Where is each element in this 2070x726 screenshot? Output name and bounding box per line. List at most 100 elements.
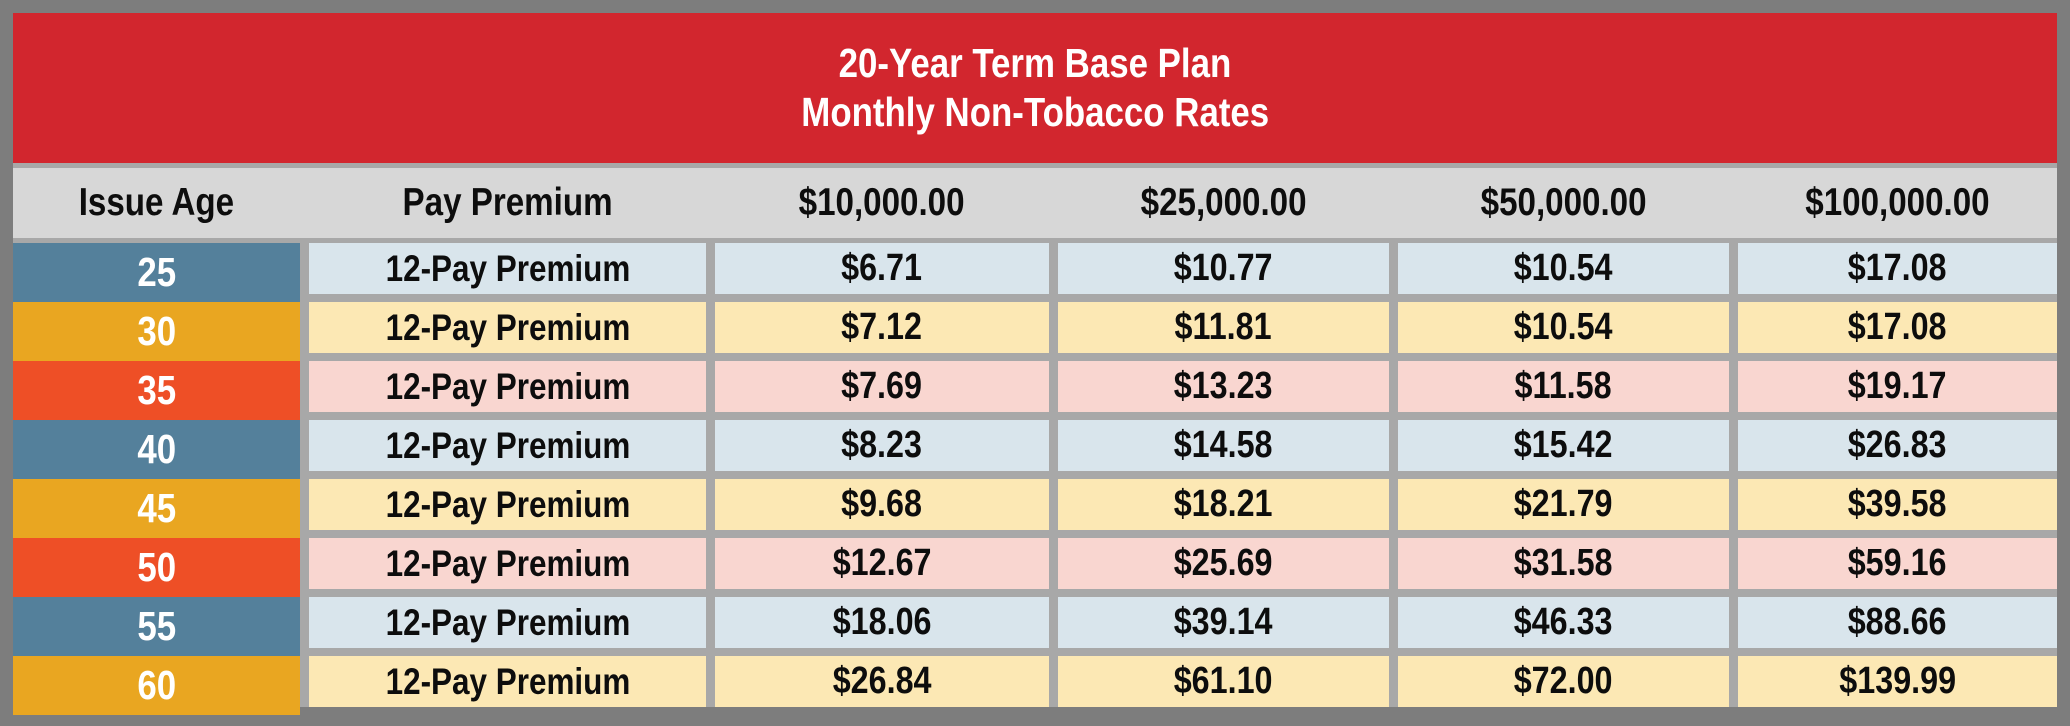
- rate-cell-row1-col1-text: $11.81: [1174, 306, 1273, 348]
- issue-age-cell-row7: 60: [13, 656, 300, 715]
- rate-cell-row5-col2: $31.58: [1398, 538, 1729, 589]
- rate-cell-row5-col3: $59.16: [1738, 538, 2057, 589]
- rate-cell-row1-col3: $17.08: [1738, 302, 2057, 353]
- rate-cell-row6-col2-text: $46.33: [1514, 601, 1613, 643]
- rate-cell-row2-col2-text: $11.58: [1514, 365, 1613, 407]
- rate-cell-row4-col1: $18.21: [1058, 479, 1389, 530]
- rate-cell-row6-col1: $39.14: [1058, 597, 1389, 648]
- rate-cell-row7-col1-text: $61.10: [1174, 660, 1273, 702]
- issue-age-cell-row6-text: 55: [137, 603, 176, 649]
- title-line-2-text: Monthly Non-Tobacco Rates: [801, 89, 1269, 135]
- pay-premium-cell-row3-text: 12-Pay Premium: [385, 424, 630, 466]
- rate-cell-row4-col0: $9.68: [715, 479, 1049, 530]
- column-header-0: Issue Age: [13, 168, 300, 238]
- pay-premium-cell-row2: 12-Pay Premium: [309, 361, 706, 412]
- rate-cell-row7-col0: $26.84: [715, 656, 1049, 707]
- column-header-1: Pay Premium: [309, 168, 706, 238]
- rate-cell-row7-col3: $139.99: [1738, 656, 2057, 707]
- rate-cell-row2-col0-text: $7.69: [841, 365, 923, 407]
- pay-premium-cell-row5: 12-Pay Premium: [309, 538, 706, 589]
- column-header-3: $25,000.00: [1058, 168, 1389, 238]
- column-header-1-text: Pay Premium: [402, 181, 613, 224]
- rate-cell-row2-col1-text: $13.23: [1174, 365, 1273, 407]
- rate-cell-row3-col2: $15.42: [1398, 420, 1729, 471]
- rate-cell-row4-col2-text: $21.79: [1514, 483, 1613, 525]
- pay-premium-cell-row3: 12-Pay Premium: [309, 420, 706, 471]
- issue-age-cell-row4: 45: [13, 479, 300, 538]
- issue-age-cell-row6: 55: [13, 597, 300, 656]
- table-title-banner: 20-Year Term Base Plan Monthly Non-Tobac…: [13, 13, 2057, 163]
- rate-cell-row7-col3-text: $139.99: [1839, 660, 1956, 702]
- title-line-1-text: 20-Year Term Base Plan: [838, 40, 1232, 86]
- rate-cell-row6-col1-text: $39.14: [1174, 601, 1273, 643]
- pay-premium-cell-row2-text: 12-Pay Premium: [385, 365, 630, 407]
- pay-premium-cell-row4-text: 12-Pay Premium: [385, 483, 630, 525]
- rate-cell-row2-col2: $11.58: [1398, 361, 1729, 412]
- issue-age-cell-row0: 25: [13, 243, 300, 302]
- rate-cell-row4-col3-text: $39.58: [1848, 483, 1947, 525]
- title-line-2: Monthly Non-Tobacco Rates: [760, 88, 1310, 137]
- column-header-3-text: $25,000.00: [1140, 181, 1307, 224]
- rate-cell-row2-col3: $19.17: [1738, 361, 2057, 412]
- rate-cell-row0-col3-text: $17.08: [1848, 247, 1947, 289]
- rate-cell-row6-col0-text: $18.06: [832, 601, 932, 643]
- column-header-0-text: Issue Age: [78, 181, 235, 224]
- rate-cell-row0-col0: $6.71: [715, 243, 1049, 294]
- column-header-2-text: $10,000.00: [799, 181, 965, 224]
- rate-cell-row4-col1-text: $18.21: [1174, 483, 1273, 525]
- pay-premium-cell-row1-text: 12-Pay Premium: [385, 306, 630, 348]
- column-header-row: Issue Age Pay Premium $10,000.00 $25,000.00…: [13, 168, 2057, 238]
- issue-age-cell-row2: 35: [13, 361, 300, 420]
- title-line-1: 20-Year Term Base Plan: [804, 39, 1266, 88]
- issue-age-cell-row7-text: 60: [137, 662, 176, 708]
- rate-cell-row0-col3: $17.08: [1738, 243, 2057, 294]
- pay-premium-cell-row6-text: 12-Pay Premium: [385, 601, 630, 643]
- column-header-4: $50,000.00: [1398, 168, 1729, 238]
- pay-premium-cell-row6: 12-Pay Premium: [309, 597, 706, 648]
- rate-cell-row1-col3-text: $17.08: [1848, 306, 1947, 348]
- issue-age-cell-row2-text: 35: [137, 367, 176, 413]
- rate-cell-row1-col0-text: $7.12: [841, 306, 923, 348]
- rate-cell-row0-col2-text: $10.54: [1514, 247, 1613, 289]
- issue-age-cell-row3-text: 40: [137, 426, 176, 472]
- issue-age-cell-row3: 40: [13, 420, 300, 479]
- issue-age-cell-row5: 50: [13, 538, 300, 597]
- rate-cell-row4-col2: $21.79: [1398, 479, 1729, 530]
- rate-cell-row5-col0-text: $12.67: [832, 542, 932, 584]
- pay-premium-cell-row4: 12-Pay Premium: [309, 479, 706, 530]
- pay-premium-cell-row7: 12-Pay Premium: [309, 656, 706, 707]
- rate-cell-row6-col3-text: $88.66: [1848, 601, 1947, 643]
- rate-cell-row0-col1: $10.77: [1058, 243, 1389, 294]
- issue-age-cell-row1: 30: [13, 302, 300, 361]
- rate-cell-row5-col2-text: $31.58: [1514, 542, 1613, 584]
- issue-age-cell-row1-text: 30: [137, 308, 176, 354]
- rate-cell-row0-col1-text: $10.77: [1174, 247, 1273, 289]
- pay-premium-cell-row1: 12-Pay Premium: [309, 302, 706, 353]
- rate-cell-row4-col3: $39.58: [1738, 479, 2057, 530]
- rate-cell-row3-col2-text: $15.42: [1514, 424, 1613, 466]
- rate-cell-row2-col3-text: $19.17: [1848, 365, 1947, 407]
- rate-cell-row3-col0: $8.23: [715, 420, 1049, 471]
- rate-cell-row2-col0: $7.69: [715, 361, 1049, 412]
- rate-table: 20-Year Term Base Plan Monthly Non-Tobac…: [13, 13, 2057, 715]
- rate-cell-row3-col0-text: $8.23: [841, 424, 923, 466]
- rate-cell-row0-col0-text: $6.71: [841, 247, 923, 289]
- column-header-5-text: $100,000.00: [1805, 181, 1990, 224]
- rate-rows: 25 12-Pay Premium $6.71 $10.77 $10.54 $17.08 3…: [13, 243, 2057, 715]
- pay-premium-cell-row0-text: 12-Pay Premium: [385, 247, 630, 289]
- issue-age-cell-row4-text: 45: [137, 485, 176, 531]
- issue-age-cell-row5-text: 50: [137, 544, 176, 590]
- issue-age-cell-row0-text: 25: [137, 249, 176, 295]
- rate-cell-row1-col2: $10.54: [1398, 302, 1729, 353]
- rate-cell-row6-col3: $88.66: [1738, 597, 2057, 648]
- rate-cell-row1-col1: $11.81: [1058, 302, 1389, 353]
- rate-cell-row7-col2-text: $72.00: [1514, 660, 1613, 702]
- pay-premium-cell-row7-text: 12-Pay Premium: [385, 660, 630, 702]
- rate-cell-row1-col2-text: $10.54: [1514, 306, 1613, 348]
- column-header-4-text: $50,000.00: [1480, 181, 1647, 224]
- rate-cell-row2-col1: $13.23: [1058, 361, 1389, 412]
- rate-cell-row3-col3-text: $26.83: [1848, 424, 1947, 466]
- rate-cell-row3-col1-text: $14.58: [1174, 424, 1273, 466]
- rate-cell-row5-col3-text: $59.16: [1848, 542, 1947, 584]
